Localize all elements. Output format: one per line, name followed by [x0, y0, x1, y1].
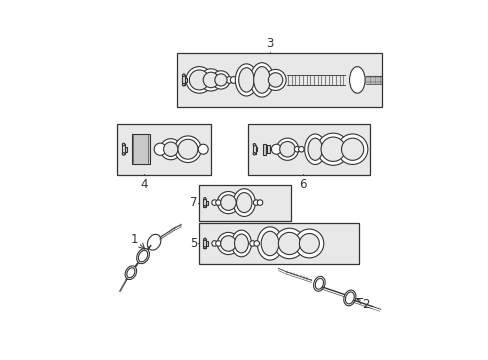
Circle shape	[337, 134, 367, 165]
Circle shape	[253, 241, 259, 246]
Circle shape	[214, 74, 226, 86]
Text: 4: 4	[140, 177, 147, 191]
Circle shape	[203, 238, 205, 240]
Circle shape	[174, 136, 201, 162]
Circle shape	[122, 143, 124, 146]
Ellipse shape	[315, 278, 323, 289]
Circle shape	[276, 138, 298, 160]
Bar	[247, 123, 369, 175]
Circle shape	[154, 143, 166, 155]
Circle shape	[225, 77, 232, 83]
Ellipse shape	[253, 67, 270, 93]
Circle shape	[203, 72, 218, 88]
Circle shape	[278, 233, 300, 255]
Circle shape	[211, 71, 230, 89]
Circle shape	[249, 241, 255, 246]
Bar	[262, 144, 266, 155]
Bar	[203, 239, 206, 248]
Circle shape	[253, 200, 259, 205]
Circle shape	[160, 139, 181, 160]
Ellipse shape	[343, 290, 355, 306]
Ellipse shape	[313, 276, 325, 291]
Text: 3: 3	[266, 37, 273, 50]
Circle shape	[320, 137, 345, 161]
Circle shape	[182, 84, 184, 86]
Text: 7: 7	[189, 196, 197, 209]
Bar	[117, 123, 211, 175]
Circle shape	[298, 147, 304, 152]
Circle shape	[271, 144, 281, 154]
Ellipse shape	[126, 268, 135, 278]
Circle shape	[264, 69, 285, 90]
Circle shape	[200, 69, 222, 91]
Circle shape	[182, 74, 184, 76]
Bar	[255, 147, 257, 152]
Text: 1: 1	[131, 233, 138, 246]
Circle shape	[317, 133, 348, 165]
Ellipse shape	[261, 231, 278, 256]
Bar	[203, 199, 206, 207]
Circle shape	[203, 247, 205, 249]
Bar	[206, 201, 207, 204]
Text: 6: 6	[299, 177, 306, 191]
Bar	[199, 223, 358, 264]
Circle shape	[163, 142, 178, 157]
Ellipse shape	[307, 138, 322, 160]
Circle shape	[257, 200, 262, 205]
Ellipse shape	[304, 134, 325, 165]
Circle shape	[217, 192, 239, 214]
Circle shape	[253, 144, 255, 146]
Ellipse shape	[235, 64, 257, 96]
Circle shape	[299, 234, 319, 253]
Ellipse shape	[234, 234, 248, 253]
Circle shape	[189, 70, 209, 90]
Circle shape	[274, 228, 304, 259]
Ellipse shape	[238, 68, 254, 92]
Ellipse shape	[231, 230, 251, 257]
Text: 2: 2	[361, 298, 368, 311]
Bar	[266, 145, 270, 153]
Circle shape	[203, 206, 205, 208]
Circle shape	[253, 153, 255, 155]
Text: 5: 5	[189, 237, 197, 250]
Ellipse shape	[236, 193, 251, 212]
Ellipse shape	[233, 189, 255, 216]
Circle shape	[217, 233, 239, 255]
Circle shape	[230, 77, 237, 83]
Ellipse shape	[125, 266, 136, 280]
Circle shape	[220, 236, 236, 251]
Ellipse shape	[138, 250, 147, 262]
Ellipse shape	[249, 63, 273, 97]
Circle shape	[341, 138, 363, 160]
Bar	[252, 145, 255, 154]
Circle shape	[268, 73, 282, 87]
Ellipse shape	[345, 292, 353, 304]
Circle shape	[294, 229, 323, 258]
Circle shape	[185, 67, 212, 93]
Ellipse shape	[137, 248, 149, 264]
Circle shape	[211, 241, 217, 246]
Ellipse shape	[257, 227, 282, 260]
Bar	[206, 241, 207, 246]
Ellipse shape	[147, 234, 161, 250]
Bar	[199, 185, 290, 221]
Bar	[185, 77, 186, 82]
Bar	[182, 75, 185, 85]
Circle shape	[203, 198, 205, 200]
Circle shape	[279, 141, 295, 157]
Circle shape	[294, 147, 299, 152]
Circle shape	[215, 200, 221, 205]
Bar	[132, 134, 150, 165]
Circle shape	[220, 195, 236, 210]
Circle shape	[178, 139, 198, 159]
Bar	[125, 147, 126, 152]
Circle shape	[122, 153, 124, 155]
Bar	[122, 144, 125, 154]
Bar	[177, 53, 382, 107]
Ellipse shape	[349, 67, 365, 93]
Circle shape	[198, 144, 208, 154]
Circle shape	[215, 241, 221, 246]
Circle shape	[211, 200, 217, 205]
